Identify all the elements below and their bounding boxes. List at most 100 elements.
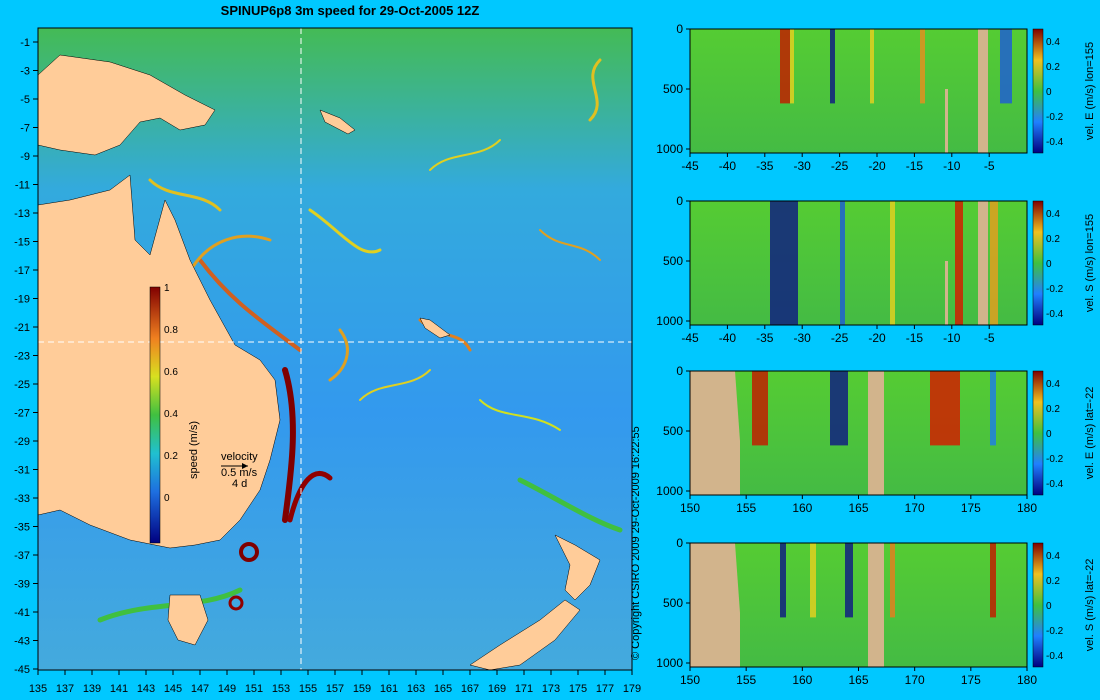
new-caledonia [419,317,451,339]
tasmania [167,594,209,646]
section-colorbar-tick-label: 0.2 [1046,404,1060,415]
section-colorbar-tick-label: -0.4 [1046,137,1064,148]
new-zealand-north [554,534,601,601]
section-label: vel. S (m/s) lon=155 [1084,214,1096,312]
section-x-tick-label: 175 [961,673,981,687]
map-y-tick-label: -33 [14,493,30,505]
section-x-tick-label: 170 [905,673,925,687]
map-x-tick-label: 159 [353,683,371,695]
section-frame [689,200,1028,326]
map-y-tick-label: -17 [14,265,30,277]
map-y-tick-label: -29 [14,436,30,448]
section-land [690,371,740,495]
section-land [978,29,988,153]
section-colorbar-tick-label: 0.4 [1046,37,1060,48]
section-x-tick-label: -40 [719,159,737,173]
section-x-tick-label: -20 [868,331,886,345]
map-x-tick-label: 135 [29,683,47,695]
section-feature [920,29,925,104]
section-feature [780,543,786,618]
section-frame [689,28,1028,154]
speed-colorbar-ticks: 1 0.8 0.6 0.4 0.2 0 [164,283,178,504]
section-x-tick-label: -30 [794,159,812,173]
speed-colorbar-label: speed (m/s) [188,421,200,479]
speed-colorbar [149,286,161,544]
map-x-tick-label: 137 [56,683,74,695]
section-y-tick-label: 0 [676,194,683,208]
map-y-tick-label: -19 [14,294,30,306]
speed-colorbar-tick-label: 1 [164,283,170,294]
section-x-tick-label: -30 [794,331,812,345]
section-x-tick-label: 150 [680,501,700,515]
section-x-tick-label: -25 [831,159,849,173]
section-label: vel. E (m/s) lat=-22 [1084,387,1096,480]
map-panel: 135 137 139 141 143 145 147 149 151 153 155 157 159 1… [14,27,641,695]
section-colorbar-tick-label: 0.4 [1046,209,1060,220]
section-x-tick-label: 170 [905,501,925,515]
section-colorbar-tick-label: 0.2 [1046,576,1060,587]
map-x-tick-label: 165 [434,683,452,695]
map-x-tick-label: 157 [326,683,344,695]
map-y-tick-label: -23 [14,351,30,363]
section-feature [890,201,895,325]
section-x-tick-label: -45 [681,331,699,345]
map-x-tick-label: 145 [164,683,182,695]
map-y-tick-label: -37 [14,550,30,562]
map-y-tick-label: -15 [14,237,30,249]
section-y-tick-label: 1000 [656,142,683,156]
map-y-tick-label: -41 [14,607,30,619]
speed-colorbar-tick-label: 0.6 [164,367,178,378]
map-y-tick-label: -25 [14,379,30,391]
section-feature [930,371,960,446]
map-x-tick-label: 151 [245,683,263,695]
section-y-tick-label: 0 [676,22,683,36]
map-x-tick-label: 171 [515,683,533,695]
section-feature [870,29,874,104]
section-feature [810,543,816,618]
section-x-tick-label: -45 [681,159,699,173]
map-y-tick-label: -11 [15,180,30,192]
map-x-tick-label: 149 [218,683,236,695]
map-y-tick-label: -39 [14,579,30,591]
section-colorbar [1032,370,1044,496]
section-land [868,543,884,667]
velocity-key-speed: 0.5 m/s [221,467,258,479]
section-feature [955,201,963,325]
section-colorbar-tick-label: 0.4 [1046,551,1060,562]
map-y-tick-label: -31 [14,465,30,477]
section-feature [890,543,895,618]
section-x-tick-label: -15 [906,331,924,345]
map-y-tick-label: -35 [14,522,30,534]
speed-colorbar-tick-label: 0.2 [164,451,178,462]
section-x-tick-label: 165 [848,673,868,687]
map-x-tick-label: 153 [272,683,290,695]
section-colorbar-tick-label: 0 [1046,429,1052,440]
new-guinea [37,54,216,156]
map-x-tick-label: 139 [83,683,101,695]
section-y-tick-label: 1000 [656,314,683,328]
map-x-tick-label: 175 [569,683,587,695]
section-colorbar-tick-label: -0.4 [1046,651,1064,662]
section-x-tick-label: 155 [736,673,756,687]
section-panel-2: -45 -40 -35 -30 -25 -20 -15 -10 -5 0 500 1000 0.4 0.2… [656,194,1096,345]
section-y-tick-label: 500 [663,596,683,610]
speed-colorbar-tick-label: 0 [164,493,170,504]
section-y-tick-label: 1000 [656,484,683,498]
section-field [690,543,1027,667]
section-x-tick-label: -35 [756,331,774,345]
section-feature [790,29,794,104]
section-colorbar [1032,200,1044,326]
section-colorbar-tick-label: -0.4 [1046,479,1064,490]
map-y-tick-label: -5 [20,94,30,106]
map-y-tick-label: -3 [20,66,30,78]
section-x-tick-label: 180 [1017,501,1037,515]
section-y-tick-label: 0 [676,536,683,550]
section-field [690,29,1027,153]
map-x-tick-label: 161 [380,683,398,695]
section-colorbar [1032,542,1044,668]
map-y-ticks: -1 -3 -5 -7 -9 -11 -13 -15 -17 -19 -21 -23 -25 -27 -29… [14,37,38,676]
section-x-tick-label: -20 [868,159,886,173]
map-x-tick-label: 177 [596,683,614,695]
section-land [690,543,740,667]
section-x-tick-label: -25 [831,331,849,345]
